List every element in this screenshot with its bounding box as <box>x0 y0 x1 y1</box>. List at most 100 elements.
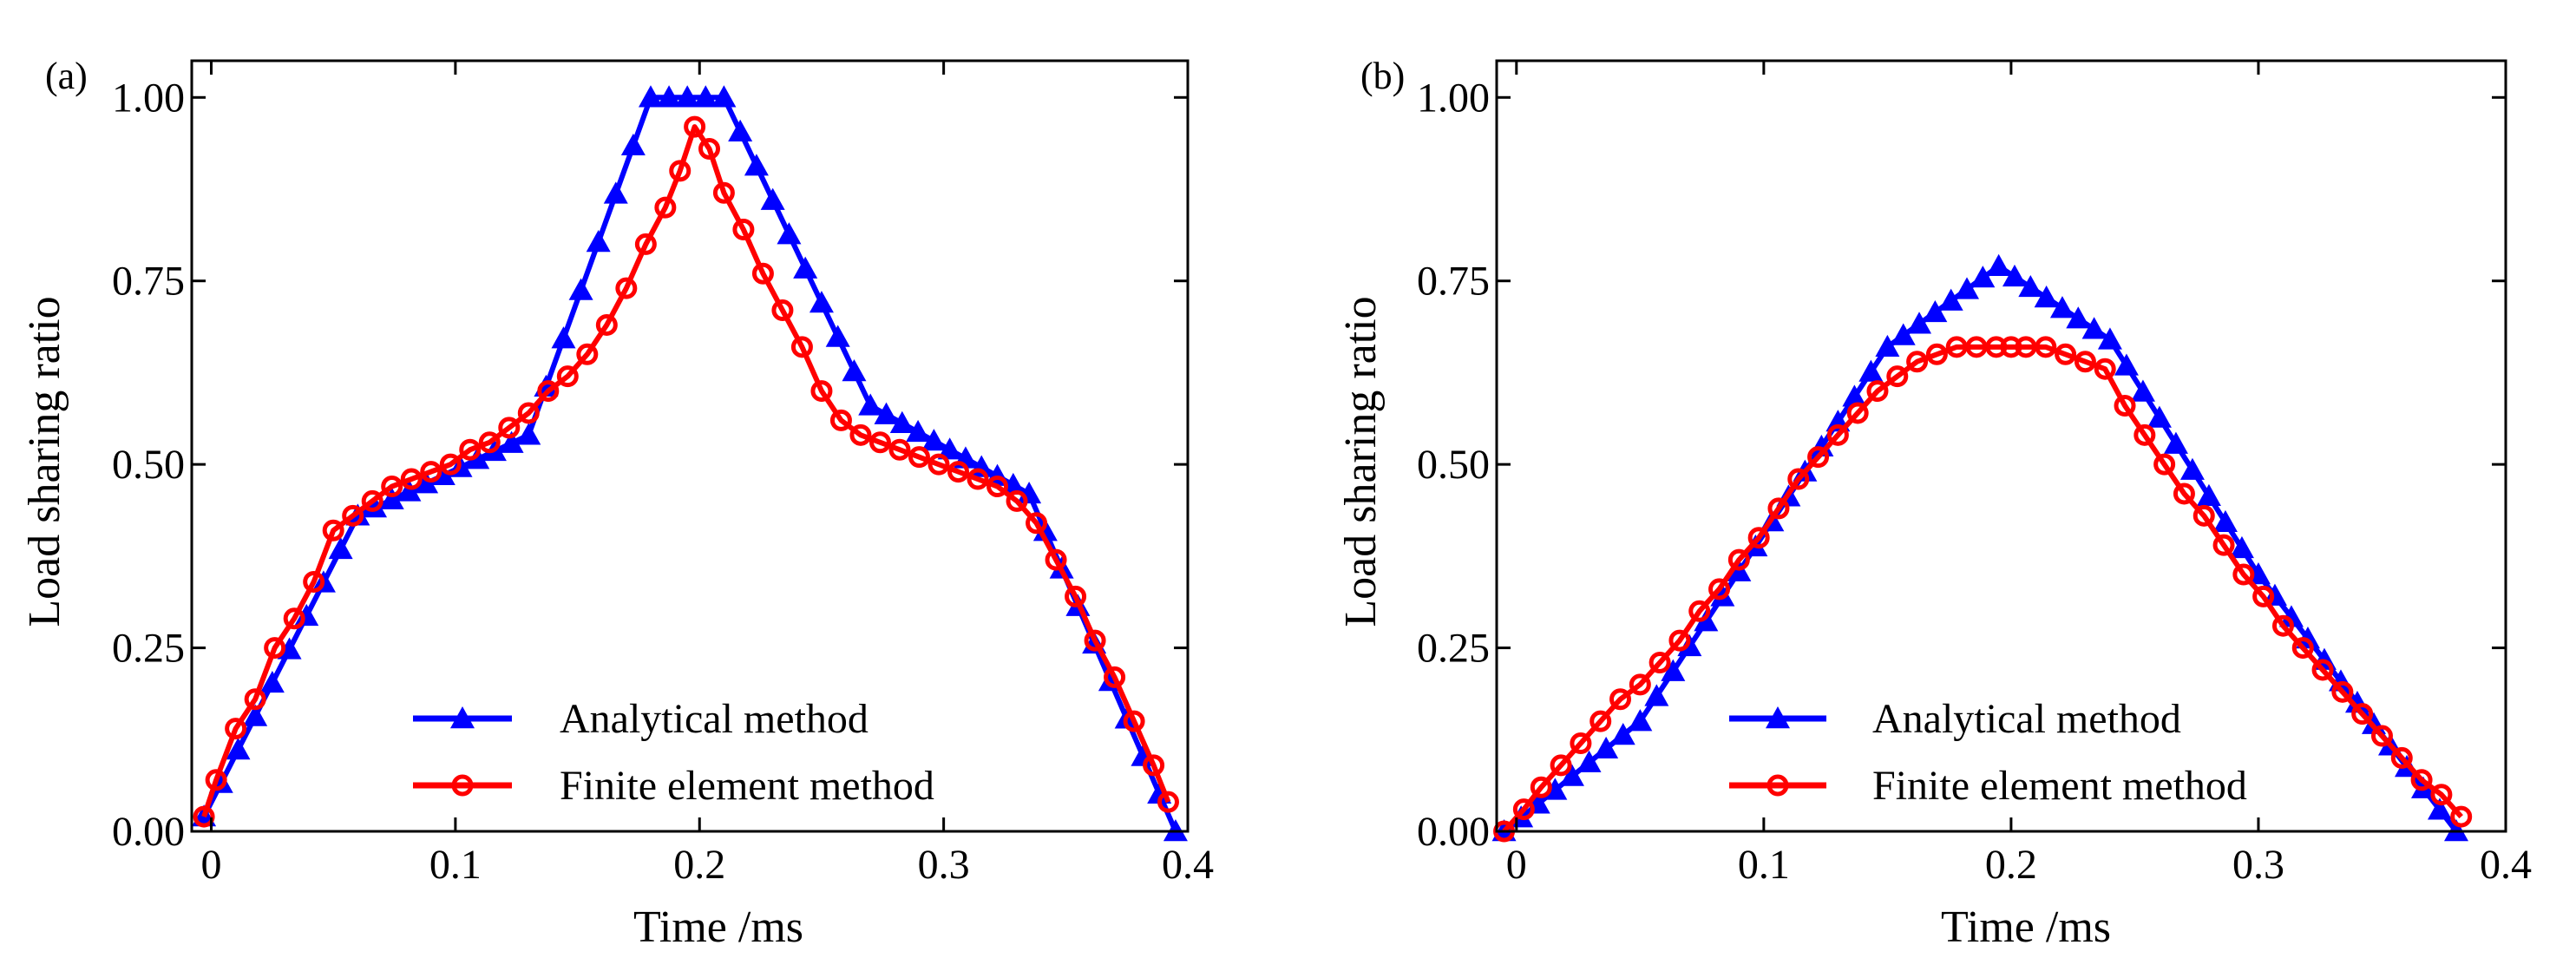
panel-b-data-point-0-32 <box>2018 274 2043 298</box>
panel-b-legend-label: Finite element method <box>1872 763 2247 809</box>
panel-b-data-point-1-33 <box>2134 423 2156 446</box>
panel-a-data-point-0-22 <box>568 278 593 300</box>
panel-a-data-point-1-8 <box>342 504 364 527</box>
panel-a-data-point-1-51 <box>1157 791 1179 813</box>
panel-b-data-point-1-13 <box>1747 527 1770 549</box>
panel-b-data-point-1-47 <box>2410 769 2433 791</box>
panel-b-data-point-1-3 <box>1550 754 1572 777</box>
panel-b-data-point-0-10 <box>1661 659 1686 681</box>
panel-a-data-point-0-35 <box>793 256 818 279</box>
panel-a-data-point-0-38 <box>842 359 867 382</box>
panel-b-data-point-0-8 <box>1628 709 1653 732</box>
panel-a-y-tick-label: 0.25 <box>112 626 185 672</box>
panel-a-data-point-0-50 <box>1032 519 1058 542</box>
panel-a-data-point-1-46 <box>1065 585 1087 607</box>
panel-a-data-point-1-41 <box>967 468 989 490</box>
panel-a-data-point-1-22 <box>615 277 638 299</box>
panel-b-data-point-0-33 <box>2034 286 2059 308</box>
panel-a-data-point-0-24 <box>603 181 628 204</box>
panel-a-data-point-1-13 <box>439 453 462 476</box>
panel-a-data-point-0-31 <box>728 119 753 141</box>
panel-b-data-point-0-26 <box>1923 299 1948 323</box>
panel-a-data-point-1-31 <box>771 299 794 322</box>
panel-a-series-analytical <box>192 85 1188 842</box>
panel-b-x-tick-label: 0.3 <box>2232 842 2284 888</box>
panel-a-data-point-0-42 <box>906 419 931 443</box>
panel-b-data-point-1-9 <box>1668 629 1691 652</box>
panel-a-data-point-0-36 <box>809 291 834 313</box>
panel-b-data-point-1-15 <box>1787 468 1810 490</box>
panel-a-data-point-1-25 <box>669 160 692 182</box>
panel-b-y-tick-label: 0.00 <box>1417 809 1490 855</box>
panel-a-data-point-1-35 <box>849 423 872 446</box>
panel-b-data-point-0-29 <box>1970 266 1996 288</box>
panel-b-legend-entry-analytical: Analytical method <box>1729 696 2181 742</box>
panel-a-x-tick-label: 0 <box>201 842 222 888</box>
panel-a-data-point-1-18 <box>537 380 560 403</box>
panel-b-series-line <box>1502 344 2463 834</box>
panel-a-series-finite-element <box>193 115 1179 828</box>
panel-b-data-point-1-43 <box>2331 680 2354 703</box>
panel-b-data-point-0-45 <box>2229 535 2254 559</box>
panel-a-y-axis-title: Load sharing ratio <box>20 296 69 627</box>
panel-b-data-point-1-37 <box>2212 534 2235 556</box>
panel-b-data-point-1-6 <box>1609 688 1632 711</box>
panel-b-y-tick-label: 0.50 <box>1417 442 1490 488</box>
panel-a-data-point-0-13 <box>414 471 439 494</box>
panel-a-y-tick-label: 0.00 <box>112 809 185 855</box>
panel-b-data-point-0-30 <box>1986 253 2011 276</box>
panel-a-data-point-1-32 <box>790 336 813 358</box>
panel-b-x-axis-title: Time /ms <box>1941 903 2111 952</box>
panel-b-data-point-0-39 <box>2130 379 2155 402</box>
panel-b-data-point-0-40 <box>2147 405 2172 428</box>
panel-a-data-point-0-25 <box>620 133 646 156</box>
panel-b-data-point-0-7 <box>1610 723 1635 745</box>
panel-b-data-point-1-35 <box>2173 482 2195 505</box>
panel-b-data-point-1-26 <box>2000 336 2022 358</box>
panel-a-y-tick-label: 0.50 <box>112 442 185 488</box>
panel-a-data-point-1-11 <box>400 468 423 490</box>
panel-a-data-point-1-39 <box>927 453 950 476</box>
panel-b-data-point-1-49 <box>2450 805 2473 828</box>
panel-b-data-point-0-41 <box>2163 431 2188 454</box>
panel-a-data-point-1-45 <box>1045 548 1067 571</box>
panel-a-data-point-0-27 <box>657 85 682 108</box>
panel-b-data-point-1-45 <box>2370 725 2393 747</box>
panel-b-x-tick-label: 0.4 <box>2480 842 2532 888</box>
panel-a-data-point-0-26 <box>638 85 663 108</box>
panel-b-data-point-0-25 <box>1907 312 1932 334</box>
panel-a-data-point-0-19 <box>516 423 541 445</box>
panel-b-legend-entry-finite-element: Finite element method <box>1729 763 2247 809</box>
panel-b-legend-label: Analytical method <box>1872 696 2181 742</box>
panel-a-data-point-1-23 <box>634 233 657 255</box>
panel-a-data-point-1-4 <box>264 637 286 660</box>
panel-a-legend-entry-finite-element: Finite element method <box>413 763 934 809</box>
panel-b-data-point-0-9 <box>1644 684 1669 706</box>
panel-a-data-point-0-43 <box>921 429 947 451</box>
panel-b-data-point-1-18 <box>1846 402 1869 424</box>
panel-a-data-point-1-0 <box>193 805 215 828</box>
panel-b-data-point-1-32 <box>2114 394 2136 417</box>
panel-a-x-tick-label: 0.1 <box>429 842 482 888</box>
panel-a-legend-label: Finite element method <box>560 763 934 809</box>
panel-b-data-point-1-46 <box>2390 746 2413 769</box>
panel-b-legend-marker <box>1766 706 1790 729</box>
panel-b-data-point-0-44 <box>2212 509 2238 533</box>
panel-a-data-point-0-44 <box>937 437 962 460</box>
panel-a-data-point-0-32 <box>744 154 769 176</box>
panel-b-data-point-0-27 <box>1938 288 1963 311</box>
panel-a-data-point-0-3 <box>243 704 268 726</box>
panel-a-data-point-1-6 <box>303 570 325 593</box>
panel-b-data-point-0-28 <box>1955 277 1980 299</box>
panel-a-data-point-0-8 <box>328 536 353 560</box>
panel-a-chart: (a) Load sharing ratio Time /ms 0 0.1 0.2 0… <box>20 55 1214 952</box>
panel-b-chart: (b) Load sharing ratio Time /ms 0 0.1 0.2 0… <box>1336 55 2532 952</box>
panel-a-data-point-1-15 <box>478 431 501 454</box>
panel-b-data-point-1-25 <box>1985 336 2008 358</box>
panel-b-data-point-0-22 <box>1858 359 1884 382</box>
panel-a-data-point-1-36 <box>868 431 891 454</box>
panel-a-data-point-0-12 <box>397 479 422 502</box>
panel-b-legend-marker <box>1766 774 1789 797</box>
panel-b-x-tick-label: 0.1 <box>1738 842 1790 888</box>
